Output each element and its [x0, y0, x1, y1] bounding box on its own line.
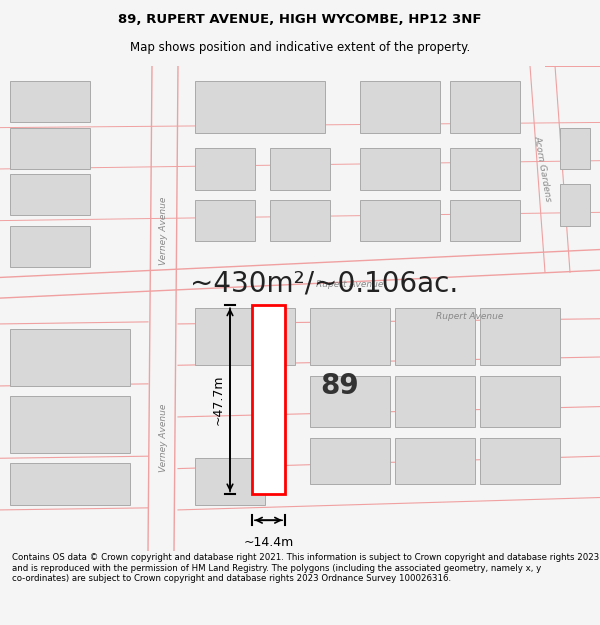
Bar	[560, 127, 590, 169]
Bar	[195, 200, 255, 241]
Text: Verney Avenue: Verney Avenue	[158, 403, 167, 472]
Polygon shape	[252, 306, 285, 494]
Bar	[195, 308, 295, 365]
Bar	[10, 81, 90, 122]
Text: Rupert Avenue: Rupert Avenue	[436, 312, 503, 321]
Bar	[360, 148, 440, 189]
Bar	[310, 376, 390, 428]
Bar	[360, 81, 440, 132]
Bar	[480, 442, 520, 474]
Bar	[10, 463, 130, 505]
Bar	[450, 200, 520, 241]
Bar	[195, 458, 265, 505]
Bar	[310, 308, 390, 365]
Bar	[310, 438, 390, 484]
Text: Rupert Avenue: Rupert Avenue	[316, 280, 383, 289]
Bar	[10, 329, 130, 386]
Bar	[480, 376, 560, 428]
Bar	[195, 81, 325, 132]
Bar	[195, 148, 255, 189]
Bar	[10, 396, 130, 453]
Text: 89, RUPERT AVENUE, HIGH WYCOMBE, HP12 3NF: 89, RUPERT AVENUE, HIGH WYCOMBE, HP12 3N…	[118, 13, 482, 26]
Bar	[450, 81, 520, 132]
Text: Map shows position and indicative extent of the property.: Map shows position and indicative extent…	[130, 41, 470, 54]
Text: Contains OS data © Crown copyright and database right 2021. This information is : Contains OS data © Crown copyright and d…	[12, 553, 599, 583]
Bar	[395, 308, 475, 365]
Text: Acorn Gardens: Acorn Gardens	[533, 135, 553, 202]
Text: 89: 89	[320, 372, 359, 400]
Bar	[360, 200, 440, 241]
Bar	[10, 174, 90, 216]
Bar	[480, 438, 560, 484]
Bar	[480, 308, 560, 365]
Bar	[10, 226, 90, 267]
Bar	[560, 184, 590, 226]
Bar	[395, 376, 475, 428]
Bar	[450, 148, 520, 189]
Bar	[10, 127, 90, 169]
Bar	[270, 148, 330, 189]
Text: ~430m²/~0.106ac.: ~430m²/~0.106ac.	[190, 269, 458, 297]
Bar	[395, 438, 475, 484]
Text: Verney Avenue: Verney Avenue	[158, 197, 167, 265]
Text: ~14.4m: ~14.4m	[244, 536, 293, 549]
Text: ~47.7m: ~47.7m	[212, 374, 224, 425]
Bar	[270, 200, 330, 241]
